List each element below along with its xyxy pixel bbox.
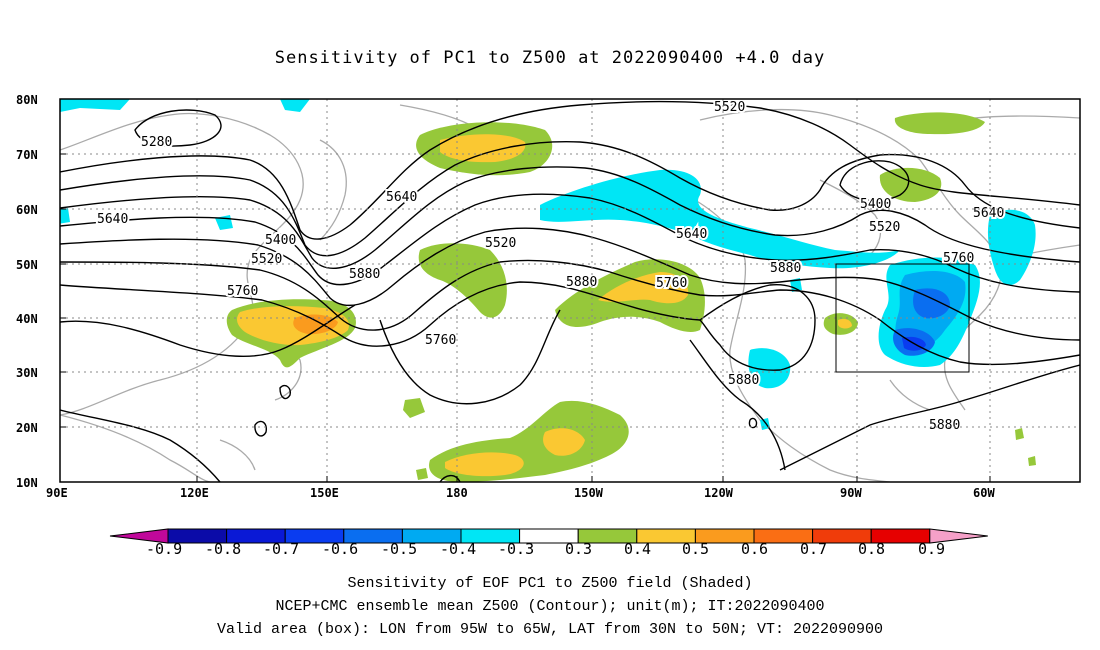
contour-label: 5520 bbox=[869, 220, 900, 235]
lon-label: 90W bbox=[840, 486, 862, 500]
colorbar-label: 0.7 bbox=[800, 540, 828, 558]
contour-label: 5880 bbox=[566, 275, 597, 290]
lat-label: 50N bbox=[16, 258, 38, 272]
contour-labels: 5280 5520 5400 5640 5640 5400 5520 5760 … bbox=[95, 99, 1006, 435]
lon-label: 60W bbox=[973, 486, 995, 500]
lat-label: 30N bbox=[16, 366, 38, 380]
contour-label: 5880 bbox=[728, 373, 759, 388]
lon-label: 90E bbox=[46, 486, 68, 500]
caption-shaded: Sensitivity of EOF PC1 to Z500 field (Sh… bbox=[347, 575, 753, 592]
contour-label: 5760 bbox=[227, 284, 258, 299]
contour-label: 5880 bbox=[929, 418, 960, 433]
colorbar-high-arrow bbox=[929, 528, 988, 544]
lat-label: 10N bbox=[16, 476, 38, 490]
lat-label: 40N bbox=[16, 312, 38, 326]
contour-label: 5760 bbox=[425, 333, 456, 348]
colorbar-label: 0.4 bbox=[624, 540, 652, 558]
z500-contours bbox=[60, 100, 1080, 482]
map-frame bbox=[59, 98, 1081, 483]
valid-area-box bbox=[835, 263, 970, 373]
contour-label: 5520 bbox=[714, 100, 745, 115]
colorbar-label: -0.3 bbox=[498, 540, 535, 558]
map-plot-area: 5280 5520 5400 5640 5640 5400 5520 5760 … bbox=[60, 99, 1080, 482]
contour-label: 5640 bbox=[973, 206, 1004, 221]
colorbar-label: -0.4 bbox=[440, 540, 477, 558]
colorbar-label: 0.6 bbox=[741, 540, 769, 558]
latitude-labels: 80N 70N 60N 50N 40N 30N 20N 10N bbox=[16, 93, 38, 490]
colorbar-label: -0.6 bbox=[322, 540, 359, 558]
lat-label: 20N bbox=[16, 421, 38, 435]
lat-label: 80N bbox=[16, 93, 38, 107]
colorbar bbox=[109, 528, 988, 544]
colorbar-label: -0.7 bbox=[263, 540, 300, 558]
colorbar-label: -0.8 bbox=[205, 540, 242, 558]
colorbar-label: 0.5 bbox=[682, 540, 710, 558]
lon-label: 180 bbox=[446, 486, 468, 500]
contour-label: 5880 bbox=[770, 261, 801, 276]
contour-label: 5400 bbox=[860, 197, 891, 212]
contour-label: 5880 bbox=[349, 267, 380, 282]
lon-label: 150E bbox=[310, 486, 339, 500]
caption-valid-area: Valid area (box): LON from 95W to 65W, L… bbox=[216, 621, 884, 638]
graticule bbox=[60, 99, 1080, 482]
lat-label: 70N bbox=[16, 148, 38, 162]
colorbar-label: -0.9 bbox=[146, 540, 183, 558]
contour-label: 5280 bbox=[141, 135, 172, 150]
lon-label: 120E bbox=[180, 486, 209, 500]
contour-label: 5520 bbox=[485, 236, 516, 251]
lat-label: 60N bbox=[16, 203, 38, 217]
colorbar-label: -0.5 bbox=[381, 540, 418, 558]
longitude-labels: 90E 120E 150E 180 150W 120W 90W 60W bbox=[46, 486, 995, 500]
contour-label: 5760 bbox=[943, 251, 974, 266]
contour-label: 5640 bbox=[386, 190, 417, 205]
contour-label: 5400 bbox=[265, 233, 296, 248]
tick-marks bbox=[60, 98, 991, 483]
lon-label: 120W bbox=[704, 486, 734, 500]
colorbar-label: 0.9 bbox=[918, 540, 946, 558]
contour-label: 5640 bbox=[97, 212, 128, 227]
lon-label: 150W bbox=[574, 486, 604, 500]
colorbar-label: 0.3 bbox=[565, 540, 593, 558]
contour-label: 5520 bbox=[251, 252, 282, 267]
contour-label: 5640 bbox=[676, 227, 707, 242]
contour-label: 5760 bbox=[656, 276, 687, 291]
colorbar-label: 0.8 bbox=[858, 540, 886, 558]
chart-title: Sensitivity of PC1 to Z500 at 2022090400… bbox=[274, 48, 826, 68]
caption-contour: NCEP+CMC ensemble mean Z500 (Contour); u… bbox=[275, 598, 825, 615]
